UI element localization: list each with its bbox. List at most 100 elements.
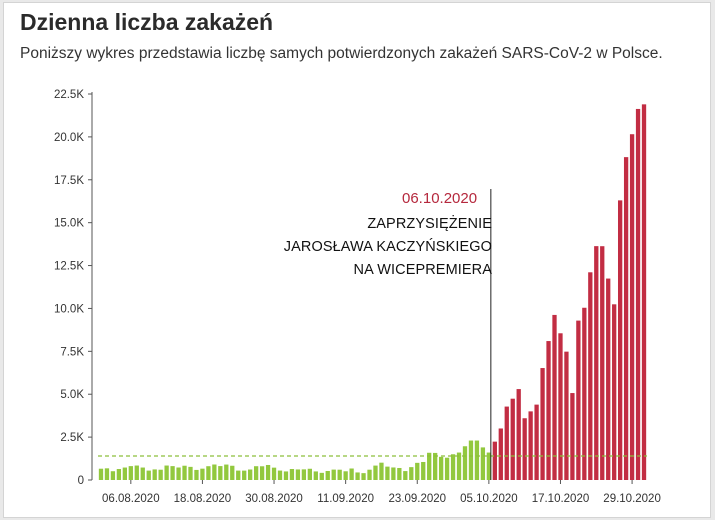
bar [313, 471, 318, 480]
y-tick-label: 15.0K [54, 218, 84, 230]
y-tick-label: 2.5K [60, 432, 84, 444]
bar [427, 452, 432, 480]
y-tick-label: 20.0K [54, 132, 84, 144]
bar [277, 470, 283, 480]
bar [522, 418, 527, 480]
bar [450, 454, 456, 480]
bar [182, 465, 187, 480]
bar [200, 468, 205, 480]
bar [564, 351, 569, 480]
bar [355, 472, 360, 480]
bar [248, 469, 253, 480]
y-tick-label: 5.0K [60, 389, 84, 401]
bar [552, 314, 557, 480]
bar [606, 278, 611, 480]
bar [468, 440, 474, 480]
bar [415, 462, 420, 480]
bar [409, 467, 414, 480]
y-tick-label: 7.5K [60, 346, 84, 358]
bar [588, 272, 593, 480]
bar [546, 341, 551, 480]
annotation-line-3: NA WICEPREMIERA [353, 262, 492, 278]
bar [295, 469, 301, 480]
annotation-line-1: ZAPRZYSIĘŻENIE [367, 216, 492, 232]
annotation-line-2: JAROSŁAWA KACZYŃSKIEGO [283, 239, 492, 255]
y-tick-label: 12.5K [54, 261, 84, 273]
bar [617, 200, 623, 480]
bar [194, 469, 199, 480]
bar [462, 446, 468, 480]
bar [140, 467, 145, 480]
bar [122, 467, 128, 480]
bar [242, 470, 247, 480]
bar [343, 471, 348, 480]
bar [271, 467, 277, 480]
bar [110, 471, 116, 480]
bar [367, 469, 372, 480]
bar [558, 333, 563, 480]
x-tick-label: 06.08.2020 [102, 493, 160, 505]
bar [373, 465, 378, 480]
bar [134, 465, 139, 480]
bar [534, 404, 539, 480]
bar [456, 452, 462, 480]
bar [391, 467, 396, 480]
bar [623, 157, 629, 480]
bar [498, 428, 503, 480]
page-title: Dzienna liczba zakażeń [20, 9, 274, 35]
bar [600, 246, 605, 480]
bar [331, 469, 336, 480]
bar [146, 470, 151, 480]
bar [641, 104, 647, 481]
bar [289, 469, 295, 480]
x-tick-label: 05.10.2020 [460, 493, 518, 505]
bar [582, 307, 587, 480]
x-tick-label: 30.08.2020 [245, 493, 303, 505]
x-tick-label: 29.10.2020 [603, 493, 661, 505]
bar [516, 389, 521, 480]
page-subtitle: Poniższy wykres przedstawia liczbę samyc… [20, 45, 663, 62]
bar [128, 466, 133, 480]
y-tick-label: 22.5K [54, 89, 84, 101]
bar [98, 468, 104, 480]
bar [438, 456, 444, 480]
bar-chart: 0 2.5K 5.0K 7.5K 10.0K 12.5K 15.0K 17.5K 20.0K 22… [54, 89, 661, 505]
bar [283, 471, 289, 480]
bar [421, 461, 426, 480]
bar [504, 406, 509, 480]
bar [474, 440, 480, 480]
bar [230, 465, 235, 480]
bar [206, 466, 211, 480]
x-tick-label: 11.09.2020 [317, 493, 374, 505]
bar [337, 469, 342, 480]
y-tick-label: 17.5K [54, 175, 84, 187]
bar [325, 470, 330, 480]
bar [540, 368, 545, 480]
bar [349, 468, 354, 480]
bar [444, 457, 450, 480]
bar [158, 469, 163, 480]
bar [385, 466, 390, 480]
bar [594, 246, 599, 480]
bar [379, 462, 384, 480]
bar [307, 468, 312, 480]
annotation-date: 06.10.2020 [402, 190, 478, 207]
bar [265, 464, 271, 480]
x-tick-label: 23.09.2020 [388, 493, 446, 505]
bar [176, 467, 181, 480]
bar [218, 466, 223, 480]
bar [236, 470, 241, 480]
bar [612, 304, 617, 480]
bar [629, 134, 635, 480]
y-tick-label: 10.0K [54, 303, 84, 315]
bar [576, 320, 581, 480]
bar [492, 441, 497, 480]
bar [152, 469, 157, 480]
bar [104, 468, 110, 480]
x-tick-label: 17.10.2020 [532, 493, 590, 505]
bar [259, 466, 265, 480]
bar [116, 469, 122, 480]
bar [510, 398, 515, 480]
bar [480, 447, 486, 480]
bar [224, 464, 229, 480]
